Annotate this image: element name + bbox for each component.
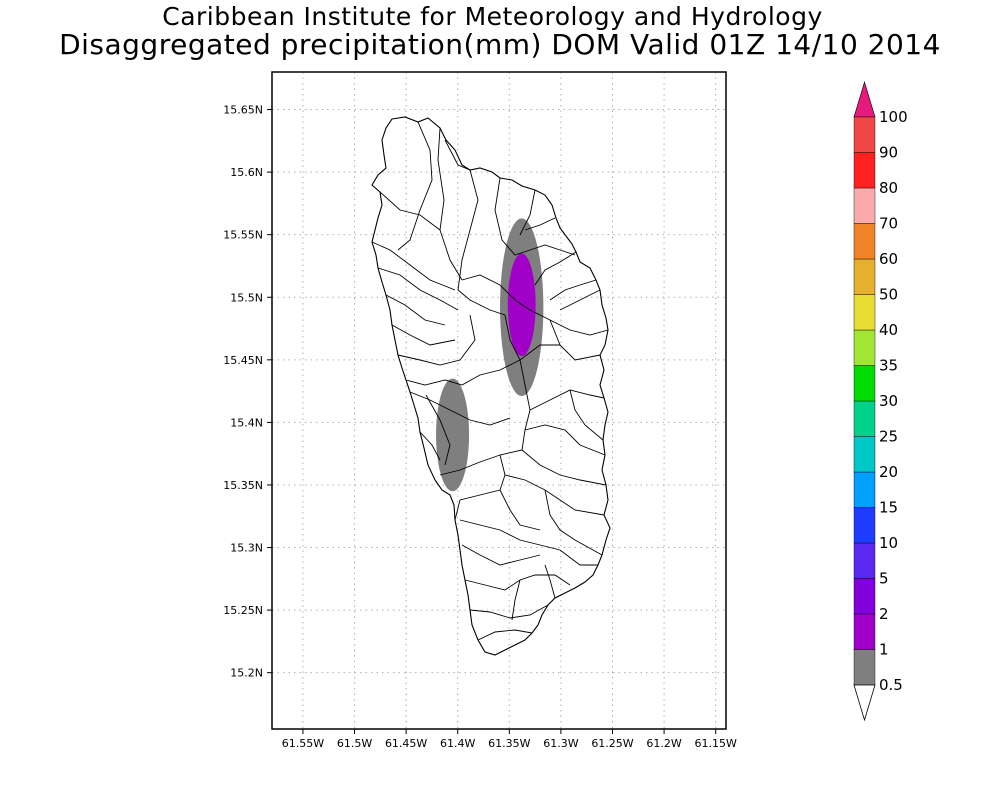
- lat-tick-label: 15.45N: [223, 354, 263, 367]
- lat-tick-label: 15.25N: [223, 604, 263, 617]
- colorbar-label: 80: [879, 179, 898, 197]
- colorbar-label: 25: [879, 428, 898, 446]
- dominica-island: [371, 116, 611, 656]
- colorbar-label: 40: [879, 321, 898, 339]
- colorbar-segment: [853, 613, 876, 650]
- colorbar-segment: [853, 365, 876, 402]
- lat-tick-label: 15.65N: [223, 104, 263, 117]
- lat-tick-label: 15.2N: [230, 667, 263, 680]
- colorbar-label: 1: [879, 641, 889, 659]
- colorbar-bottom-cap: [853, 684, 876, 722]
- colorbar-label: 90: [879, 144, 898, 162]
- lon-tick-label: 61.2W: [646, 737, 681, 750]
- rivers: [371, 121, 609, 641]
- lon-tick-label: 61.3W: [543, 737, 578, 750]
- lon-tick-label: 61.55W: [282, 737, 324, 750]
- colorbar-label: 60: [879, 250, 898, 268]
- lon-tick-label: 61.45W: [385, 737, 427, 750]
- colorbar-label: 10: [879, 534, 898, 552]
- lat-tick-label: 15.4N: [230, 416, 263, 429]
- colorbar-segment: [853, 152, 876, 189]
- colorbar-label: 20: [879, 463, 898, 481]
- lon-tick-label: 61.5W: [337, 737, 372, 750]
- colorbar-segment: [853, 578, 876, 615]
- axis-ticks: 61.55W 61.5W 61.45W 61.4W 61.35W 61.3W 61.25W 6…: [223, 104, 737, 750]
- colorbar-top-cap: [853, 80, 876, 118]
- colorbar-label: 0.5: [879, 676, 903, 694]
- colorbar-label: 35: [879, 357, 898, 375]
- lat-tick-label: 15.6N: [230, 166, 263, 179]
- colorbar-label: 2: [879, 605, 889, 623]
- colorbar-label: 5: [879, 570, 889, 588]
- colorbar-segment: [853, 294, 876, 331]
- colorbar-label: 70: [879, 215, 898, 233]
- gridlines: [272, 72, 726, 729]
- lon-tick-label: 61.4W: [440, 737, 475, 750]
- title-line-2: Disaggregated precipitation(mm) DOM Vali…: [59, 28, 941, 61]
- lat-tick-label: 15.5N: [230, 291, 263, 304]
- colorbar-label: 30: [879, 392, 898, 410]
- map-frame: [271, 71, 727, 730]
- colorbar-segment: [853, 471, 876, 508]
- colorbar-segment: [853, 400, 876, 437]
- colorbar-segment: [853, 187, 876, 224]
- lon-tick-label: 61.15W: [694, 737, 736, 750]
- lat-tick-label: 15.35N: [223, 479, 263, 492]
- colorbar-segment: [853, 329, 876, 366]
- colorbar-segment: [853, 258, 876, 295]
- lon-tick-label: 61.35W: [488, 737, 530, 750]
- colorbar-segment: [853, 116, 876, 153]
- lon-tick-label: 61.25W: [591, 737, 633, 750]
- lat-tick-label: 15.3N: [230, 542, 263, 555]
- colorbar-segment: [853, 436, 876, 473]
- colorbar-segment: [853, 649, 876, 686]
- colorbar-label: 15: [879, 499, 898, 517]
- colorbar-segment: [853, 507, 876, 544]
- colorbar-segment: [853, 542, 876, 579]
- title-line-1: Caribbean Institute for Meteorology and …: [162, 2, 823, 31]
- colorbar-label: 50: [879, 286, 898, 304]
- coastline: [371, 116, 611, 656]
- colorbar-segment: [853, 223, 876, 260]
- colorbar-label: 100: [879, 108, 908, 126]
- lat-tick-label: 15.55N: [223, 229, 263, 242]
